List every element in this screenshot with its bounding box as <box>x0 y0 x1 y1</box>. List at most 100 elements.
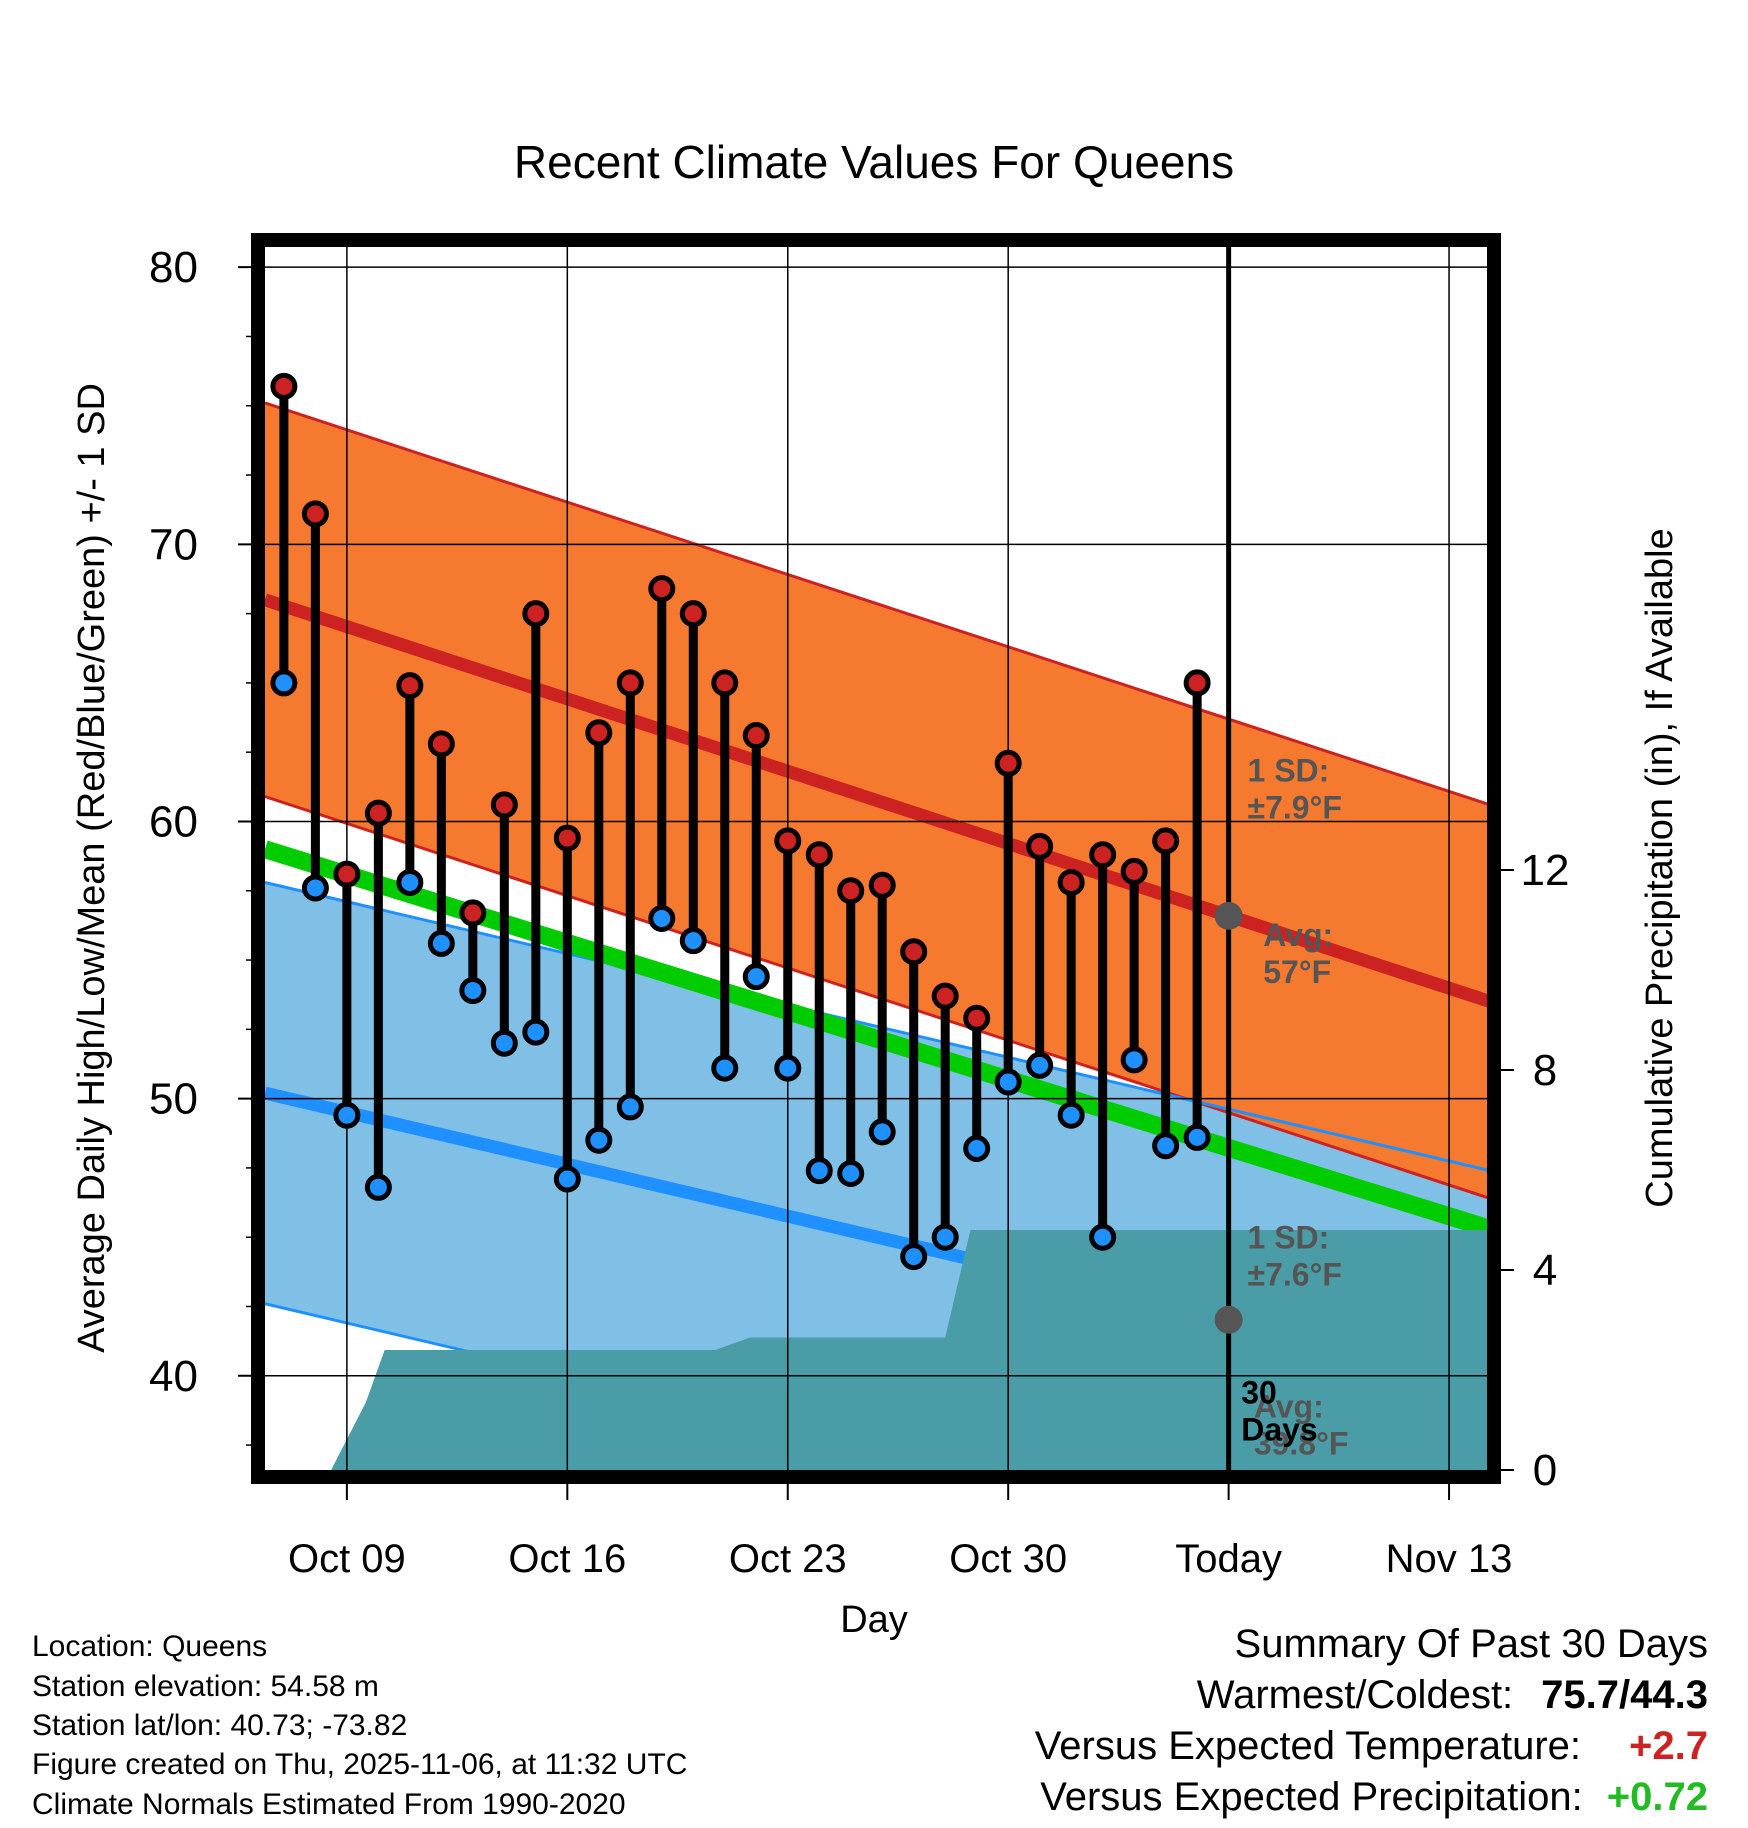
daily-low-marker <box>1089 1223 1117 1251</box>
daily-high-marker <box>490 791 518 819</box>
daily-low-marker <box>805 1157 833 1185</box>
daily-high-marker <box>522 600 550 628</box>
daily-high-marker <box>837 877 865 905</box>
precip-label: Versus Expected Precipitation: <box>1040 1775 1583 1819</box>
info-elevation: Station elevation: 54.58 m <box>32 1670 379 1703</box>
daily-high-marker <box>553 824 581 852</box>
daily-high-marker <box>931 982 959 1010</box>
low-sd-label: 1 SD: <box>1248 1219 1330 1255</box>
low-sd-value: ±7.6°F <box>1248 1256 1342 1292</box>
daily-high-marker <box>301 500 329 528</box>
warmest-coldest-label: Warmest/Coldest: <box>1196 1673 1514 1717</box>
precip-days-label2: Days <box>1241 1411 1318 1447</box>
daily-low-marker <box>490 1029 518 1057</box>
daily-high-marker <box>1152 827 1180 855</box>
daily-high-marker <box>868 871 896 899</box>
x-tick-label: Oct 16 <box>508 1537 626 1581</box>
daily-high-marker <box>427 730 455 758</box>
high-sd-label: 1 SD: <box>1248 752 1330 788</box>
daily-low-marker <box>585 1126 613 1154</box>
daily-high-marker <box>396 672 424 700</box>
info-created: Figure created on Thu, 2025-11-06, at 11… <box>32 1748 688 1781</box>
daily-high-marker <box>364 799 392 827</box>
daily-high-marker <box>963 1004 991 1032</box>
high-sd-edge-0 <box>265 401 1490 807</box>
x-tick-label: Nov 13 <box>1386 1537 1513 1581</box>
daily-high-marker <box>711 669 739 697</box>
y2-tick-label: 12 <box>1521 846 1570 895</box>
info-normals: Climate Normals Estimated From 1990-2020 <box>32 1788 626 1821</box>
y-tick-label: 80 <box>149 243 198 292</box>
high-sd-edge-1 <box>265 795 1490 1200</box>
daily-low-marker <box>1152 1132 1180 1160</box>
daily-low-marker <box>459 977 487 1005</box>
daily-high-marker <box>742 722 770 750</box>
y-tick-label: 70 <box>149 520 198 569</box>
daily-low-marker <box>774 1054 802 1082</box>
daily-high-marker <box>1026 832 1054 860</box>
summary-warmest-coldest: Warmest/Coldest: 75.7/44.3 <box>1197 1675 1708 1715</box>
y2-tick-label: 4 <box>1533 1246 1557 1295</box>
daily-high-marker <box>270 372 298 400</box>
daily-high-marker <box>805 841 833 869</box>
daily-low-marker <box>931 1223 959 1251</box>
summary-title: Summary Of Past 30 Days <box>1234 1622 1708 1666</box>
daily-high-marker <box>648 575 676 603</box>
x-tick-label: Today <box>1175 1537 1282 1581</box>
daily-low-marker <box>1026 1051 1054 1079</box>
daily-low-marker <box>994 1068 1022 1096</box>
plot-frame <box>251 233 1501 1484</box>
daily-low-marker <box>553 1165 581 1193</box>
low-avg-label: Avg: <box>1254 1388 1324 1424</box>
daily-high-marker <box>774 827 802 855</box>
daily-low-marker <box>868 1118 896 1146</box>
summary-precipitation: Versus Expected Precipitation: +0.72 <box>1040 1777 1708 1817</box>
daily-high-marker <box>679 600 707 628</box>
daily-high-marker <box>333 860 361 888</box>
daily-low-marker <box>679 927 707 955</box>
daily-high-marker <box>1057 868 1085 896</box>
warmest-coldest-value: 75.7/44.3 <box>1541 1673 1708 1717</box>
temp-value: +2.7 <box>1629 1724 1708 1768</box>
low-avg-value: 39.8°F <box>1254 1425 1349 1461</box>
today-avg-high-marker <box>1214 901 1243 930</box>
daily-high-marker <box>585 719 613 747</box>
chart-title: Recent Climate Values For Queens <box>514 136 1234 188</box>
y-tick-label: 60 <box>149 797 198 846</box>
high-avg-label: Avg: <box>1263 917 1333 953</box>
daily-low-marker <box>522 1018 550 1046</box>
precip-days-label: 30 <box>1241 1374 1277 1410</box>
precip-value: +0.72 <box>1606 1775 1708 1819</box>
daily-low-marker <box>837 1159 865 1187</box>
daily-low-marker <box>427 929 455 957</box>
daily-high-marker <box>1089 841 1117 869</box>
x-tick-label: Oct 30 <box>949 1537 1067 1581</box>
temp-label: Versus Expected Temperature: <box>1034 1724 1582 1768</box>
daily-high-marker <box>994 749 1022 777</box>
daily-high-marker <box>616 669 644 697</box>
summary-temperature: Versus Expected Temperature: +2.7 <box>1035 1726 1708 1766</box>
daily-low-marker <box>333 1101 361 1129</box>
daily-low-marker <box>742 963 770 991</box>
daily-low-marker <box>364 1173 392 1201</box>
daily-low-marker <box>1057 1101 1085 1129</box>
today-avg-low-marker <box>1214 1305 1243 1334</box>
daily-low-marker <box>396 868 424 896</box>
y2-axis-label: Cumulative Precipitation (in), If Availa… <box>1639 528 1681 1207</box>
daily-high-marker <box>459 899 487 927</box>
info-latlon: Station lat/lon: 40.73; -73.82 <box>32 1709 408 1742</box>
y2-tick-label: 0 <box>1533 1446 1557 1495</box>
daily-high-marker <box>900 938 928 966</box>
high-sd-value: ±7.9°F <box>1248 789 1342 825</box>
y-tick-label: 40 <box>149 1352 198 1401</box>
daily-high-marker <box>1120 857 1148 885</box>
info-location: Location: Queens <box>32 1630 268 1663</box>
daily-low-marker <box>301 874 329 902</box>
y2-tick-label: 8 <box>1533 1046 1557 1095</box>
x-axis-label: Day <box>840 1599 908 1641</box>
high-avg-value: 57°F <box>1263 954 1331 990</box>
daily-high-marker <box>1183 669 1211 697</box>
y-axis-label: Average Daily High/Low/Mean (Red/Blue/Gr… <box>71 383 113 1353</box>
precipitation-area <box>331 1230 1490 1470</box>
